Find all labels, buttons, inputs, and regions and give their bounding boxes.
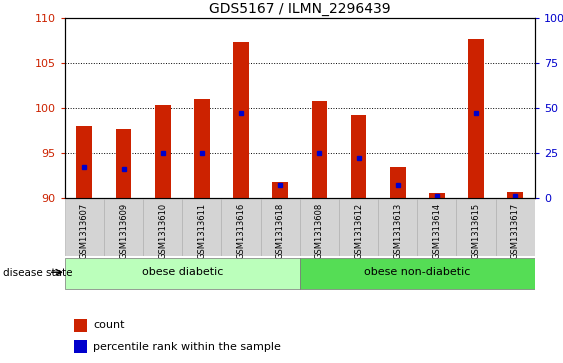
Bar [351, 115, 367, 198]
Bar [194, 99, 209, 198]
Bar [429, 193, 445, 198]
Text: GSM1313609: GSM1313609 [119, 203, 128, 259]
Text: GSM1313616: GSM1313616 [236, 203, 245, 259]
Text: GSM1313608: GSM1313608 [315, 203, 324, 259]
Bar [390, 167, 405, 198]
FancyBboxPatch shape [300, 199, 339, 256]
Text: count: count [93, 321, 124, 330]
Title: GDS5167 / ILMN_2296439: GDS5167 / ILMN_2296439 [209, 2, 391, 16]
Text: GSM1313607: GSM1313607 [80, 203, 89, 259]
Bar [507, 192, 523, 198]
Bar [77, 126, 92, 198]
Text: GSM1313612: GSM1313612 [354, 203, 363, 259]
FancyBboxPatch shape [143, 199, 182, 256]
FancyBboxPatch shape [495, 199, 535, 256]
Text: GSM1313617: GSM1313617 [511, 203, 520, 259]
Bar [233, 41, 249, 198]
Bar [468, 39, 484, 198]
Text: GSM1313614: GSM1313614 [432, 203, 441, 259]
FancyBboxPatch shape [65, 258, 300, 289]
FancyBboxPatch shape [65, 199, 104, 256]
Text: disease state: disease state [3, 268, 72, 278]
Bar [311, 101, 327, 198]
FancyBboxPatch shape [300, 258, 535, 289]
Bar [155, 105, 171, 198]
FancyBboxPatch shape [339, 199, 378, 256]
Text: GSM1313618: GSM1313618 [276, 203, 285, 259]
Text: obese diabetic: obese diabetic [141, 268, 223, 277]
Text: GSM1313611: GSM1313611 [198, 203, 207, 259]
FancyBboxPatch shape [221, 199, 261, 256]
Text: percentile rank within the sample: percentile rank within the sample [93, 342, 281, 352]
Text: GSM1313610: GSM1313610 [158, 203, 167, 259]
Text: GSM1313613: GSM1313613 [393, 203, 402, 259]
FancyBboxPatch shape [457, 199, 495, 256]
Bar [115, 129, 131, 198]
Text: obese non-diabetic: obese non-diabetic [364, 268, 471, 277]
Bar [74, 319, 87, 332]
Bar [272, 182, 288, 198]
FancyBboxPatch shape [378, 199, 417, 256]
Bar [74, 340, 87, 353]
FancyBboxPatch shape [261, 199, 300, 256]
Text: GSM1313615: GSM1313615 [472, 203, 481, 259]
FancyBboxPatch shape [104, 199, 143, 256]
FancyBboxPatch shape [182, 199, 221, 256]
FancyBboxPatch shape [417, 199, 457, 256]
